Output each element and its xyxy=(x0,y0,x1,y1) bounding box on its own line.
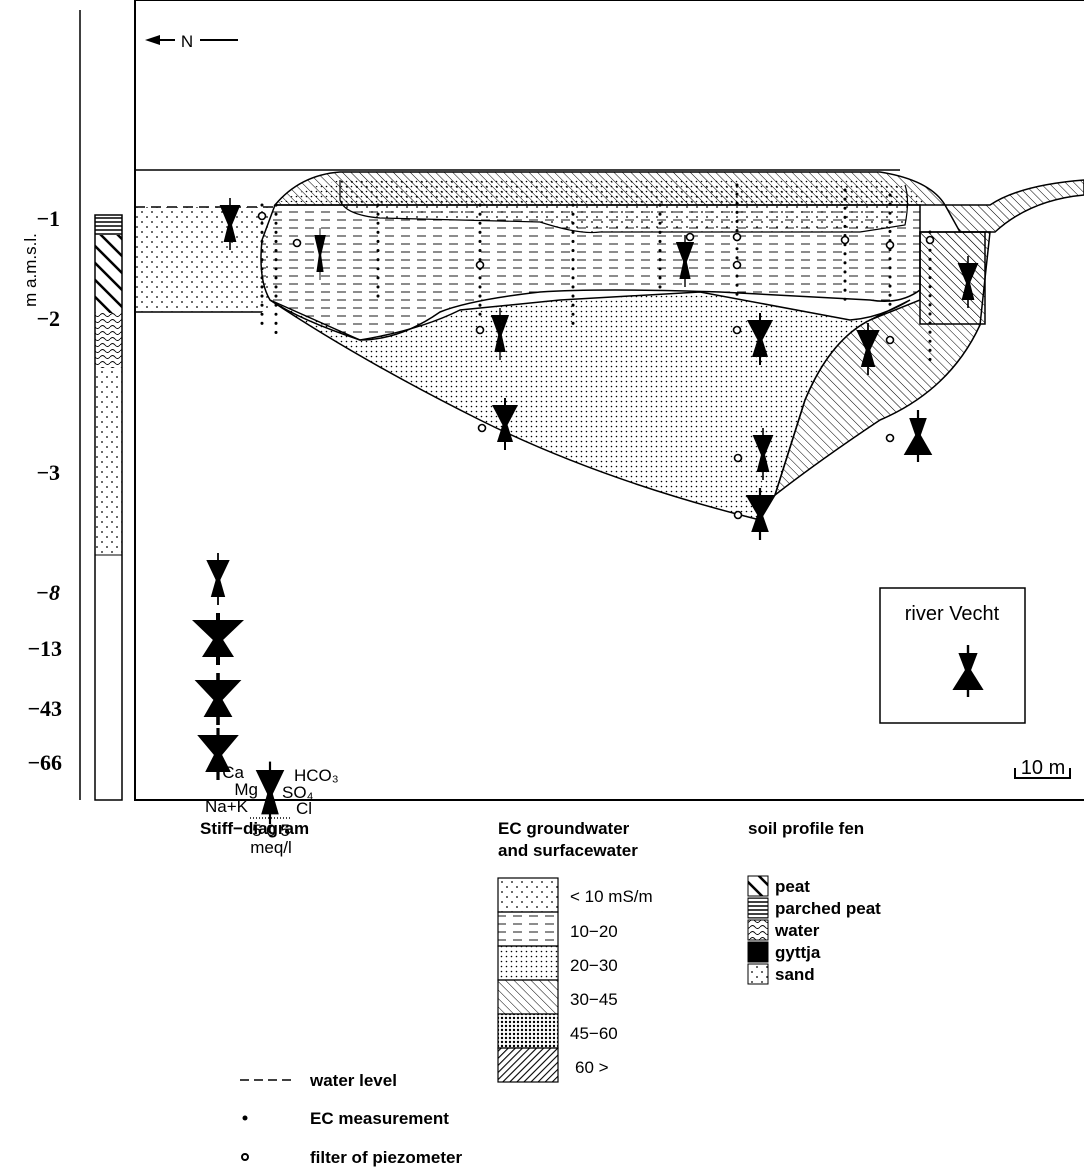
shape xyxy=(95,313,122,368)
depth-label: −8 xyxy=(36,580,60,605)
shape xyxy=(748,942,768,962)
legend-title: and surfacewater xyxy=(498,841,638,860)
north-arrow: N xyxy=(145,32,238,51)
shape xyxy=(887,337,894,344)
scale-label: 10 m xyxy=(1021,757,1065,779)
ec-class: 60 > xyxy=(575,1058,609,1077)
symbol-label: EC measurement xyxy=(310,1109,449,1128)
symbol-label: filter of piezometer xyxy=(310,1148,462,1167)
soil-legend: soil profile fen peat parched peat water… xyxy=(748,819,881,984)
stiff-glyph xyxy=(256,762,285,824)
ec-class: 20−30 xyxy=(570,956,618,975)
shape xyxy=(927,237,934,244)
shape xyxy=(748,898,768,918)
shape xyxy=(887,435,894,442)
shape xyxy=(748,964,768,984)
stiff-legend: Stiff−diagram Ca Mg Na+K HCO₃ SO₄ Cl 5 0… xyxy=(200,762,339,857)
ion-label: Cl xyxy=(296,799,312,818)
shape xyxy=(95,215,122,235)
legend-title: soil profile fen xyxy=(748,819,864,838)
stiff-unit: meq/l xyxy=(250,838,292,857)
shape xyxy=(498,1048,558,1082)
shape xyxy=(479,425,486,432)
soil-item: gyttja xyxy=(775,943,821,962)
ion-label: Na+K xyxy=(205,797,249,816)
shape xyxy=(498,980,558,1014)
depth-label: −43 xyxy=(27,696,62,721)
soil-column xyxy=(95,215,122,800)
shape xyxy=(477,327,484,334)
shape xyxy=(498,912,558,946)
soil-item: parched peat xyxy=(775,899,881,918)
symbol-label: water level xyxy=(309,1071,397,1090)
shape xyxy=(294,240,301,247)
shape xyxy=(748,876,768,984)
shape xyxy=(734,327,741,334)
ec-class: 45−60 xyxy=(570,1024,618,1043)
depth-label: −2 xyxy=(36,306,60,331)
shape xyxy=(259,213,266,220)
ec-class: 10−20 xyxy=(570,922,618,941)
shape xyxy=(95,235,122,313)
ec-legend: EC groundwater and surfacewater < 10 mS/… xyxy=(498,819,653,1082)
shape xyxy=(735,455,742,462)
soil-item: water xyxy=(774,921,820,940)
shape xyxy=(135,207,270,312)
shape xyxy=(95,368,122,555)
ec-class: 30−45 xyxy=(570,990,618,1009)
north-label: N xyxy=(181,32,193,51)
shape xyxy=(735,512,742,519)
stiff-glyph xyxy=(904,410,933,462)
cross-section xyxy=(135,170,1084,520)
shape xyxy=(842,237,849,244)
depth-label: −13 xyxy=(27,636,62,661)
soil-item: sand xyxy=(775,965,815,984)
depth-label: −66 xyxy=(27,750,62,775)
shape xyxy=(498,878,558,912)
depth-label: −3 xyxy=(36,460,60,485)
shape xyxy=(887,242,894,249)
stiff-glyph xyxy=(206,553,229,605)
shape xyxy=(498,1014,558,1048)
shape xyxy=(498,946,558,980)
shape xyxy=(687,234,694,241)
ec-class: < 10 mS/m xyxy=(570,887,653,906)
shape xyxy=(748,920,768,940)
shape xyxy=(498,878,558,1082)
shape xyxy=(748,876,768,896)
axis-label: m a.m.s.l. xyxy=(21,233,40,307)
diagram: m a.m.s.l. −1 −2 −3 −8 −13 −43 −66 N xyxy=(0,0,1084,1170)
soil-item: peat xyxy=(775,877,810,896)
stiff-glyph xyxy=(195,673,242,725)
stiff-glyph xyxy=(192,613,244,665)
inset: river Vecht xyxy=(880,588,1025,723)
shape xyxy=(734,234,741,241)
inset-title: river Vecht xyxy=(905,603,1000,625)
scale-bar: 10 m xyxy=(1015,757,1070,779)
shape xyxy=(945,180,1084,232)
symbol-legend: water level EC measurement filter of pie… xyxy=(240,1071,462,1167)
shape xyxy=(243,1116,248,1121)
legend-title: EC groundwater xyxy=(498,819,630,838)
depth-label: −1 xyxy=(36,206,60,231)
shape xyxy=(734,262,741,269)
shape xyxy=(477,262,484,269)
shape xyxy=(242,1154,248,1160)
